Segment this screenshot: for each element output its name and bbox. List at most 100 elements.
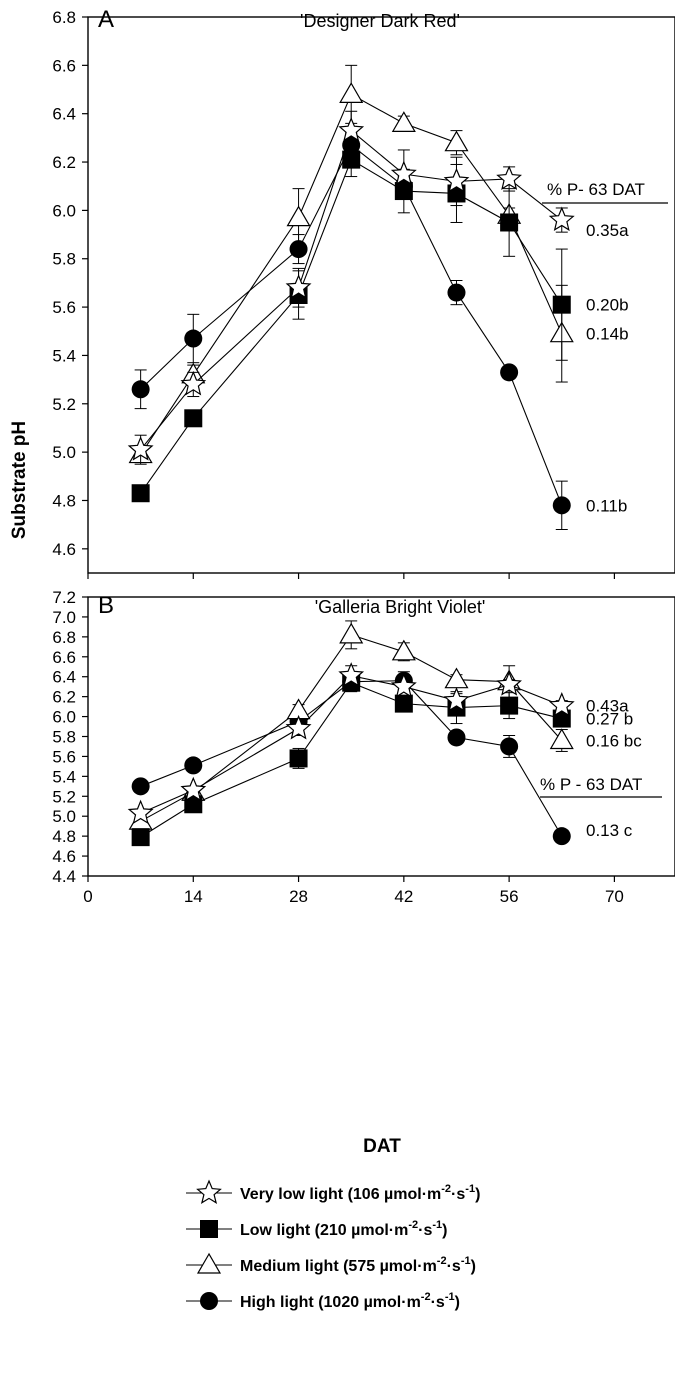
- annotation-a: % P- 63 DAT: [542, 180, 668, 204]
- y-tick-label-b: 6.4: [52, 668, 76, 687]
- data-point: [496, 165, 522, 190]
- panel-title-a: 'Designer Dark Red': [300, 11, 460, 31]
- data-point: [552, 496, 571, 515]
- x-ticks-b: 0 14 28 42 56 70: [83, 876, 624, 906]
- series-hl-a: [131, 132, 571, 530]
- x-tick-label: 56: [500, 887, 519, 906]
- data-point: [338, 662, 365, 687]
- data-point: [339, 82, 364, 103]
- y-tick-label-b: 5.0: [52, 807, 76, 826]
- data-point: [443, 167, 470, 193]
- data-point: [131, 484, 150, 503]
- data-point: [394, 694, 413, 713]
- data-point: [131, 828, 150, 847]
- legend-item-hl: High light (1020 µmol·m-2·s-1): [186, 1291, 460, 1311]
- y-tick-label-b: 5.4: [52, 767, 76, 786]
- data-point: [391, 639, 416, 661]
- legend-marker: [200, 1220, 218, 1238]
- data-point: [390, 160, 417, 186]
- data-point: [391, 111, 416, 132]
- legend-item-vll: Very low light (106 µmol·m-2·s-1): [186, 1179, 480, 1204]
- y-tick-label-a: 5.4: [52, 346, 76, 365]
- series-ll-a: [131, 142, 571, 503]
- end-label-vll-a: 0.35a: [586, 221, 629, 240]
- x-tick-label: 42: [394, 887, 413, 906]
- series-layer-a: [127, 64, 575, 530]
- y-tick-label-a: 5.0: [52, 443, 76, 462]
- legend-label: Very low light (106 µmol·m-2·s-1): [240, 1183, 480, 1203]
- data-point: [184, 756, 203, 775]
- series-line: [140, 680, 563, 837]
- x-axis-title: DAT: [363, 1136, 401, 1157]
- series-line: [140, 682, 562, 838]
- data-point: [447, 728, 466, 747]
- y-tick-label-a: 4.8: [52, 491, 76, 510]
- series-line: [140, 158, 563, 494]
- data-point: [127, 436, 154, 461]
- data-point: [131, 777, 150, 796]
- end-label-ll-b: 0.27 b: [586, 710, 633, 729]
- y-axis-title: Substrate pH: [9, 421, 30, 539]
- y-tick-label-b: 6.6: [52, 648, 76, 667]
- end-label-ml-a: 0.14b: [586, 325, 629, 344]
- x-tick-label: 0: [83, 887, 92, 906]
- legend-label: Low light (210 µmol·m-2·s-1): [240, 1219, 447, 1239]
- data-point: [180, 370, 207, 396]
- panel-letter-b: B: [98, 592, 114, 619]
- series-line: [140, 675, 562, 814]
- y-tick-label-a: 5.8: [52, 250, 76, 269]
- data-point: [338, 117, 365, 142]
- series-ll-b: [131, 673, 571, 847]
- data-point: [285, 714, 312, 740]
- data-point: [500, 213, 519, 232]
- y-tick-label-a: 6.2: [52, 153, 76, 172]
- data-point: [496, 671, 522, 696]
- end-label-hl-b: 0.13 c: [586, 821, 633, 840]
- data-point: [289, 240, 308, 259]
- y-tick-label-b: 5.6: [52, 747, 76, 766]
- data-point: [500, 363, 519, 382]
- series-vll-b: [127, 662, 575, 825]
- data-point: [184, 329, 203, 348]
- y-tick-label-a: 5.2: [52, 395, 76, 414]
- series-line: [140, 144, 563, 506]
- end-label-vll-b: 0.43a: [586, 697, 629, 716]
- end-label-hl-a: 0.11b: [586, 496, 627, 515]
- y-tick-label-a: 4.6: [52, 540, 76, 559]
- data-point: [447, 283, 466, 302]
- data-point: [444, 667, 469, 689]
- plot-frame-a: [87, 16, 675, 574]
- panel-title-b: 'Galleria Bright Violet': [315, 597, 486, 617]
- y-tick-label-b: 5.2: [52, 787, 76, 806]
- annotation-header-a: % P- 63 DAT: [547, 180, 645, 199]
- panel-b: B 'Galleria Bright Violet' 4.44.64.85.05…: [52, 588, 675, 906]
- y-tick-label-b: 4.6: [52, 847, 76, 866]
- data-point: [443, 687, 470, 712]
- series-layer-b: [127, 620, 575, 847]
- y-ticks-b: 4.44.64.85.05.25.45.65.86.06.26.46.66.87…: [52, 588, 88, 886]
- end-labels-a: 0.35a 0.20b 0.14b 0.11b: [586, 221, 629, 515]
- x-tick-label: 28: [289, 887, 308, 906]
- legend-item-ll: Low light (210 µmol·m-2·s-1): [186, 1219, 447, 1239]
- y-tick-label-a: 6.6: [52, 56, 76, 75]
- data-point: [549, 728, 574, 750]
- x-tick-label: 70: [605, 887, 624, 906]
- data-point: [552, 295, 571, 314]
- y-tick-label-b: 4.4: [52, 867, 76, 886]
- data-point: [127, 799, 154, 825]
- data-point: [390, 673, 417, 698]
- data-point: [342, 150, 361, 169]
- legend-marker: [200, 1292, 218, 1310]
- y-tick-label-a: 6.4: [52, 105, 76, 124]
- data-point: [444, 130, 469, 152]
- panel-letter-a: A: [98, 6, 114, 33]
- data-point: [548, 692, 575, 717]
- end-label-ml-b: 0.16 bc: [586, 731, 642, 750]
- data-point: [285, 274, 312, 299]
- data-point: [548, 206, 575, 232]
- data-point: [500, 737, 519, 756]
- data-point: [500, 696, 519, 715]
- series-vll-a: [127, 110, 575, 465]
- y-tick-label-b: 7.2: [52, 588, 76, 607]
